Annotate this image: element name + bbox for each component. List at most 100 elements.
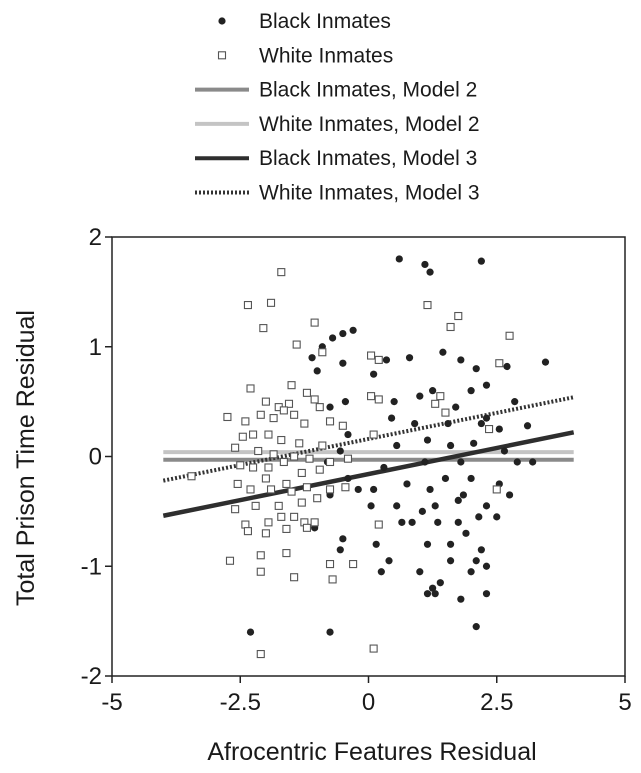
y-tick-label: 0	[89, 444, 102, 471]
black-inmate-point	[423, 436, 432, 444]
black-inmate-point	[429, 584, 437, 592]
white-inmate-point	[251, 501, 260, 510]
black-inmate-point	[349, 326, 357, 334]
black-inmate-point	[446, 557, 455, 565]
black-inmate-point	[328, 334, 337, 342]
black-inmate-point	[403, 480, 411, 488]
white-inmate-point	[282, 479, 291, 488]
white-inmate-point	[256, 649, 265, 659]
black-inmate-point	[446, 441, 455, 450]
black-inmate-point	[393, 502, 401, 510]
white-inmate-point	[256, 551, 265, 560]
white-inmate-point	[454, 311, 463, 321]
black-inmate-point	[326, 628, 334, 636]
white-inmate-point	[264, 463, 273, 472]
black-inmate-point	[393, 441, 401, 450]
black-inmate-point	[387, 414, 396, 422]
black-inmate-point	[477, 419, 485, 428]
white-inmate-point	[290, 573, 299, 582]
black-inmate-point	[467, 474, 475, 483]
white-inmate-point	[187, 472, 196, 481]
black-inmate-point	[441, 474, 450, 483]
white-inmate-point	[256, 410, 265, 419]
white-inmate-point	[264, 430, 273, 439]
black-inmate-point	[377, 568, 385, 576]
white-inmate-point	[305, 454, 314, 463]
legend-marker-white-inmates	[217, 51, 227, 60]
white-inmate-point	[367, 351, 376, 360]
white-inmate-point	[310, 518, 319, 527]
white-inmate-point	[277, 512, 286, 521]
white-inmate-point	[243, 527, 252, 536]
black-inmate-point	[344, 430, 352, 439]
black-inmate-point	[446, 540, 455, 548]
black-inmate-point	[482, 590, 491, 598]
x-axis-label: Afrocentric Features Residual	[207, 738, 536, 766]
black-inmate-point	[339, 329, 347, 338]
white-inmate-point	[369, 644, 378, 653]
black-inmate-point	[434, 518, 442, 526]
white-inmate-point	[266, 485, 276, 494]
white-inmate-point	[315, 403, 324, 412]
black-inmate-point	[380, 463, 388, 472]
white-inmate-point	[223, 412, 232, 422]
white-inmate-point	[318, 348, 327, 357]
white-inmate-point	[374, 395, 383, 404]
white-inmate-point	[238, 432, 247, 441]
white-inmate-point	[343, 454, 353, 463]
black-inmate-point	[454, 518, 462, 526]
white-inmate-point	[328, 575, 337, 584]
black-inmate-point	[336, 447, 344, 455]
black-inmate-point	[421, 260, 429, 269]
white-inmate-point	[349, 560, 358, 569]
white-inmate-point	[325, 485, 335, 494]
white-inmate-point	[341, 483, 350, 492]
white-inmate-point	[485, 425, 494, 434]
black-inmate-point	[477, 257, 485, 265]
white-inmate-point	[292, 340, 301, 349]
white-inmate-point	[315, 465, 324, 474]
black-inmate-point	[426, 268, 434, 276]
y-tick-label: -1	[81, 553, 102, 580]
black-inmate-point	[405, 354, 414, 362]
white-inmate-point	[290, 452, 299, 461]
black-inmate-point	[416, 392, 424, 400]
black-inmate-point	[411, 419, 419, 428]
white-inmate-point	[431, 399, 440, 408]
white-inmate-point	[297, 498, 306, 507]
black-inmate-point	[477, 546, 485, 554]
black-inmate-point	[467, 568, 475, 576]
black-inmate-point	[462, 529, 470, 537]
legend-label: Black Inmates	[259, 10, 391, 33]
white-inmate-point	[264, 518, 273, 527]
legend: Black Inmates White Inmates Black Inmates,…	[195, 10, 480, 205]
white-inmate-point	[325, 457, 335, 467]
black-inmate-point	[472, 557, 480, 565]
black-inmate-point	[495, 425, 503, 433]
legend-label: White Inmates	[259, 44, 393, 67]
white-inmate-point	[225, 556, 235, 565]
black-inmate-point	[457, 595, 465, 603]
white-inmate-point	[249, 463, 258, 472]
black-inmate-point	[421, 458, 429, 466]
black-inmate-point	[339, 535, 347, 543]
black-inmate-point	[344, 474, 352, 483]
white-inmate-point	[369, 430, 378, 439]
black-inmate-point	[457, 458, 465, 466]
black-inmate-point	[408, 518, 416, 526]
black-inmate-point	[436, 579, 444, 587]
white-inmate-point	[261, 474, 270, 483]
white-inmate-point	[231, 443, 240, 452]
white-inmate-point	[231, 505, 240, 514]
white-inmate-point	[300, 419, 309, 428]
regression-line	[162, 430, 575, 518]
x-tick-label: 5	[618, 689, 631, 716]
white-inmate-point	[302, 523, 311, 532]
black-inmate-point	[454, 496, 462, 504]
white-inmate-point	[287, 381, 296, 390]
regression-line	[162, 395, 575, 483]
black-inmate-point	[459, 491, 468, 499]
y-axis-label: Total Prison Time Residual	[12, 310, 40, 606]
black-inmate-point	[511, 398, 519, 406]
black-inmate-point	[472, 365, 480, 373]
